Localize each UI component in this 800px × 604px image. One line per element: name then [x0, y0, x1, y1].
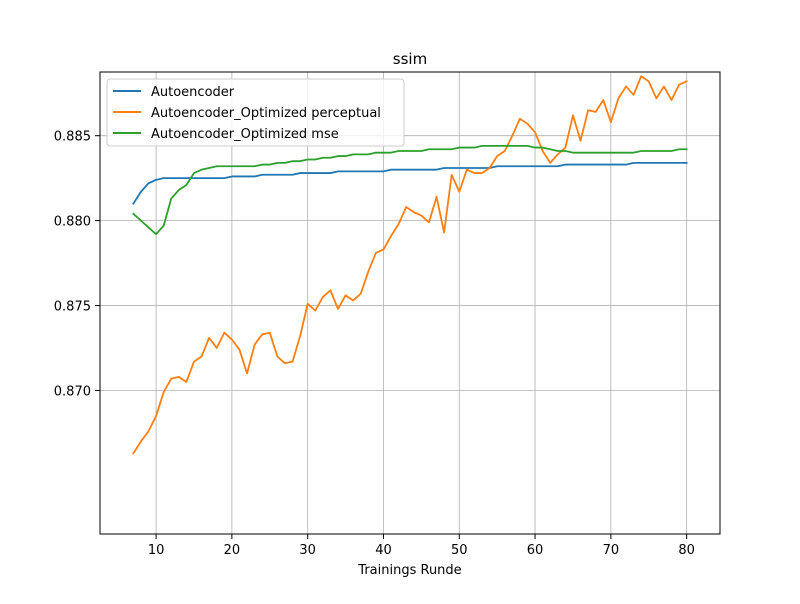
- legend-box: [106, 78, 405, 147]
- x-axis-label: Trainings Runde: [357, 563, 461, 578]
- x-tick-label: 40: [375, 543, 392, 558]
- y-tick-label: 0.885: [54, 130, 91, 145]
- y-tick-label: 0.880: [54, 215, 91, 230]
- x-tick-label: 30: [299, 543, 316, 558]
- legend-label-autoencoder-optimized-perceptual: Autoencoder_Optimized perceptual: [151, 106, 381, 121]
- series-layer: [132, 75, 688, 455]
- chart-title: ssim: [393, 50, 427, 68]
- plot-frame: [99, 71, 721, 535]
- series-line-autoencoder: [132, 161, 688, 205]
- series-line-autoencoder-optimized-mse: [132, 144, 688, 236]
- y-tick-label: 0.875: [54, 300, 91, 315]
- legend-label-autoencoder: Autoencoder: [151, 85, 235, 100]
- legend: Autoencoder Autoencoder_Optimized percep…: [106, 78, 405, 147]
- x-tick-label: 80: [678, 543, 695, 558]
- x-tick-label: 50: [451, 543, 468, 558]
- legend-label-autoencoder-optimized-mse: Autoencoder_Optimized mse: [151, 127, 339, 142]
- x-tick-label: 60: [527, 543, 544, 558]
- series-line-autoencoder-optimized-perceptual: [132, 75, 688, 455]
- x-tick-label: 70: [603, 543, 620, 558]
- ticks-layer: 10 20 30 40 50 60 70 80 0.870 0.875 0.880 0.885: [54, 130, 695, 558]
- y-tick-label: 0.870: [54, 384, 91, 399]
- x-tick-label: 20: [224, 543, 241, 558]
- x-tick-label: 10: [148, 543, 165, 558]
